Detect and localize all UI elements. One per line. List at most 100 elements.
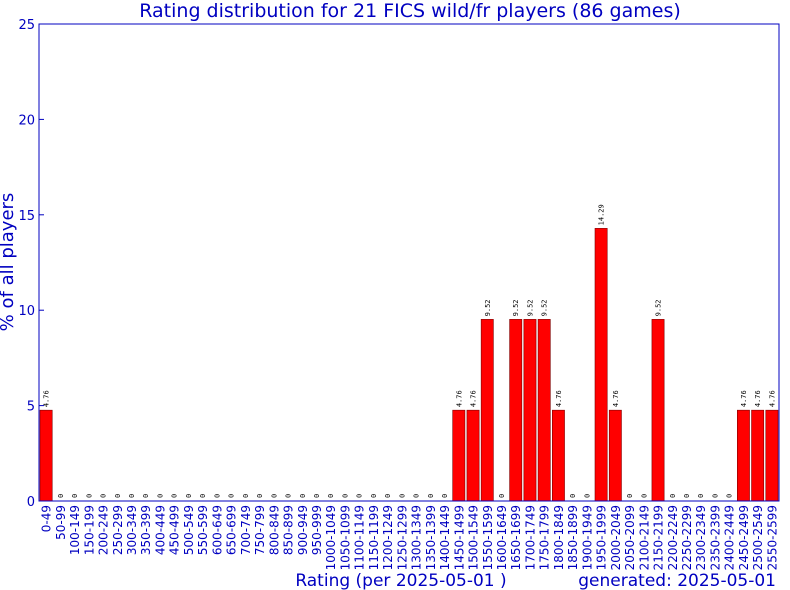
x-tick-label: 600-649 xyxy=(210,505,224,555)
x-tick-label: 450-499 xyxy=(168,505,182,555)
bar-value-label: 0 xyxy=(569,494,577,498)
x-tick-label: 2050-2099 xyxy=(623,505,637,570)
x-tick-label: 50-99 xyxy=(54,505,68,540)
bar-value-label: 0 xyxy=(669,494,677,498)
x-tick-label: 1950-1999 xyxy=(595,505,609,570)
bar-2150-2199 xyxy=(651,319,665,502)
x-tick-label: 2400-2449 xyxy=(723,505,737,570)
bar-1700-1749 xyxy=(523,319,537,502)
x-tick-label: 1300-1349 xyxy=(410,505,424,570)
x-tick-label: 300-349 xyxy=(125,505,139,555)
bar-value-label: 0 xyxy=(726,494,734,498)
bar-value-label: 0 xyxy=(100,494,108,498)
bar-value-label: 0 xyxy=(285,494,293,498)
bar-value-label: 4.76 xyxy=(740,390,748,407)
x-tick-label: 1050-1099 xyxy=(338,505,352,570)
bar-value-label: 0 xyxy=(142,494,150,498)
bar-value-label: 0 xyxy=(341,494,349,498)
bar-value-label: 0 xyxy=(640,494,648,498)
x-tick-label: 2550-2599 xyxy=(765,505,779,570)
bar-value-label: 0 xyxy=(683,494,691,498)
bar-value-label: 0 xyxy=(71,494,79,498)
x-tick-label: 700-749 xyxy=(239,505,253,555)
plot-frame xyxy=(38,23,780,502)
x-tick-label: 1900-1949 xyxy=(580,505,594,570)
bar-value-label: 0 xyxy=(213,494,221,498)
bar-value-label: 0 xyxy=(398,494,406,498)
bar-value-label: 0 xyxy=(626,494,634,498)
bar-value-label: 4.76 xyxy=(754,390,762,407)
x-tick-label: 2100-2149 xyxy=(637,505,651,570)
bar-value-label: 0 xyxy=(185,494,193,498)
x-tick-label: 0-49 xyxy=(40,505,54,532)
x-tick-label: 2300-2349 xyxy=(694,505,708,570)
bar-value-label: 0 xyxy=(299,494,307,498)
bar-value-label: 4.76 xyxy=(555,390,563,407)
x-tick-label: 1250-1299 xyxy=(395,505,409,570)
bar-1500-1549 xyxy=(466,409,480,502)
bar-1950-1999 xyxy=(594,228,608,502)
x-axis-ticks: 0-49 50-99 100-149 150-199 200-249 250-299 300… xyxy=(40,505,780,570)
x-tick-label: 1600-1649 xyxy=(495,505,509,570)
y-tick-label: 15 xyxy=(18,209,35,224)
y-axis-label: % of all players xyxy=(0,193,18,332)
x-tick-label: 950-999 xyxy=(310,505,324,555)
bar-value-label: 0 xyxy=(313,494,321,498)
bar-1750-1799 xyxy=(537,319,551,502)
bar-value-label: 9.52 xyxy=(526,299,534,316)
bars: 4.76 0 0 0 0 0 0 0 0 0 0 0 0 0 0 0 0 0 0 0 0 0 0 0 0 0 0 0 0 4.76 4.76… xyxy=(39,204,779,502)
bar-0-49 xyxy=(39,409,53,502)
bar-value-label: 4.76 xyxy=(455,390,463,407)
bar-2000-2049 xyxy=(608,409,622,502)
bar-value-label: 0 xyxy=(583,494,591,498)
x-tick-label: 1000-1049 xyxy=(324,505,338,570)
bar-value-label: 0 xyxy=(697,494,705,498)
bar-value-label: 0 xyxy=(171,494,179,498)
x-tick-label: 2000-2049 xyxy=(609,505,623,570)
generated-note: generated: 2025-05-01 xyxy=(578,571,776,590)
bar-2550-2599 xyxy=(765,409,779,502)
bar-value-label: 0 xyxy=(370,494,378,498)
x-tick-label: 2450-2499 xyxy=(737,505,751,570)
x-tick-label: 900-949 xyxy=(296,505,310,555)
bar-value-label: 9.52 xyxy=(541,299,549,316)
bar-value-label: 0 xyxy=(498,494,506,498)
x-tick-label: 1200-1249 xyxy=(381,505,395,570)
x-tick-label: 1550-1599 xyxy=(481,505,495,570)
x-tick-label: 650-699 xyxy=(225,505,239,555)
bar-value-label: 0 xyxy=(57,494,65,498)
bar-value-label: 0 xyxy=(441,494,449,498)
bar-2500-2549 xyxy=(751,409,765,502)
x-tick-label: 1150-1199 xyxy=(367,505,381,570)
y-tick-label: 20 xyxy=(18,113,35,128)
bar-value-label: 0 xyxy=(327,494,335,498)
bar-value-label: 4.76 xyxy=(768,390,776,407)
x-tick-label: 500-549 xyxy=(182,505,196,555)
x-tick-label: 200-249 xyxy=(97,505,111,555)
bar-value-label: 4.76 xyxy=(43,390,51,407)
bar-1550-1599 xyxy=(480,319,494,502)
x-tick-label: 800-849 xyxy=(267,505,281,555)
x-tick-label: 1350-1399 xyxy=(424,505,438,570)
bar-value-label: 4.76 xyxy=(470,390,478,407)
bar-value-label: 14.29 xyxy=(598,204,606,225)
x-tick-label: 100-149 xyxy=(68,505,82,555)
x-axis-label: Rating (per 2025-05-01 ) xyxy=(295,571,506,590)
bar-value-label: 0 xyxy=(242,494,250,498)
y-tick-label: 25 xyxy=(18,18,35,33)
x-tick-label: 2350-2399 xyxy=(708,505,722,570)
x-tick-label: 400-449 xyxy=(153,505,167,555)
x-tick-label: 1700-1749 xyxy=(523,505,537,570)
y-tick-label: 0 xyxy=(27,495,35,510)
bar-1650-1699 xyxy=(509,319,523,502)
bar-value-label: 0 xyxy=(199,494,207,498)
bar-value-label: 0 xyxy=(356,494,364,498)
bar-value-label: 0 xyxy=(156,494,164,498)
bar-value-label: 0 xyxy=(256,494,264,498)
bar-value-label: 0 xyxy=(228,494,236,498)
bar-1450-1499 xyxy=(452,409,466,502)
bar-value-label: 0 xyxy=(427,494,435,498)
x-tick-label: 2200-2249 xyxy=(666,505,680,570)
bar-value-label: 0 xyxy=(270,494,278,498)
